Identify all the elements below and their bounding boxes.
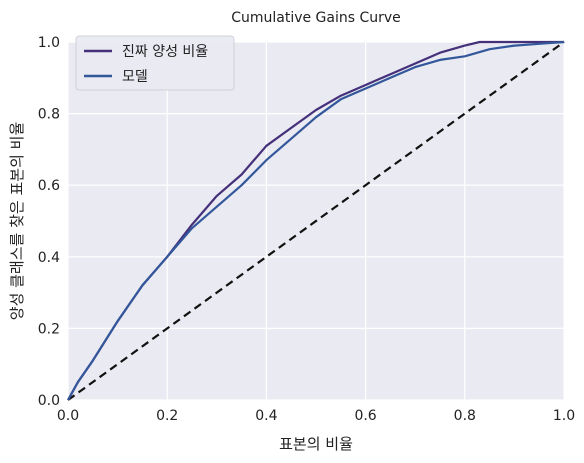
x-tick-label-5: 1.0 xyxy=(553,408,575,424)
y-tick-label-4: 0.8 xyxy=(38,107,60,123)
x-ticks: 0.0 0.2 0.4 0.6 0.8 1.0 xyxy=(57,408,575,424)
legend-box xyxy=(75,35,235,91)
y-axis-label: 양성 클래스를 찾은 표본의 비율 xyxy=(8,122,26,320)
legend: 진짜 양성 비율 모델 xyxy=(75,35,235,91)
x-tick-label-0: 0.0 xyxy=(57,408,79,424)
x-axis-label: 표본의 비율 xyxy=(279,435,353,453)
y-tick-label-1: 0.2 xyxy=(38,321,60,337)
x-tick-label-1: 0.2 xyxy=(156,408,178,424)
grid xyxy=(67,41,565,401)
y-tick-label-3: 0.6 xyxy=(38,178,60,194)
legend-label-model: 모델 xyxy=(122,69,148,85)
series-lines xyxy=(67,40,565,401)
y-tick-label-5: 1.0 xyxy=(38,35,60,51)
x-tick-label-4: 0.8 xyxy=(454,408,476,424)
y-ticks: 0.0 0.2 0.4 0.6 0.8 1.0 xyxy=(38,35,60,409)
baseline-line xyxy=(67,41,565,401)
y-tick-label-2: 0.4 xyxy=(38,250,60,266)
model-line xyxy=(67,40,565,401)
y-tick-label-0: 0.0 xyxy=(38,393,60,409)
x-tick-label-2: 0.4 xyxy=(255,408,277,424)
legend-label-true-positive: 진짜 양성 비율 xyxy=(122,44,208,60)
chart-title: Cumulative Gains Curve xyxy=(231,10,401,26)
x-tick-label-3: 0.6 xyxy=(354,408,376,424)
